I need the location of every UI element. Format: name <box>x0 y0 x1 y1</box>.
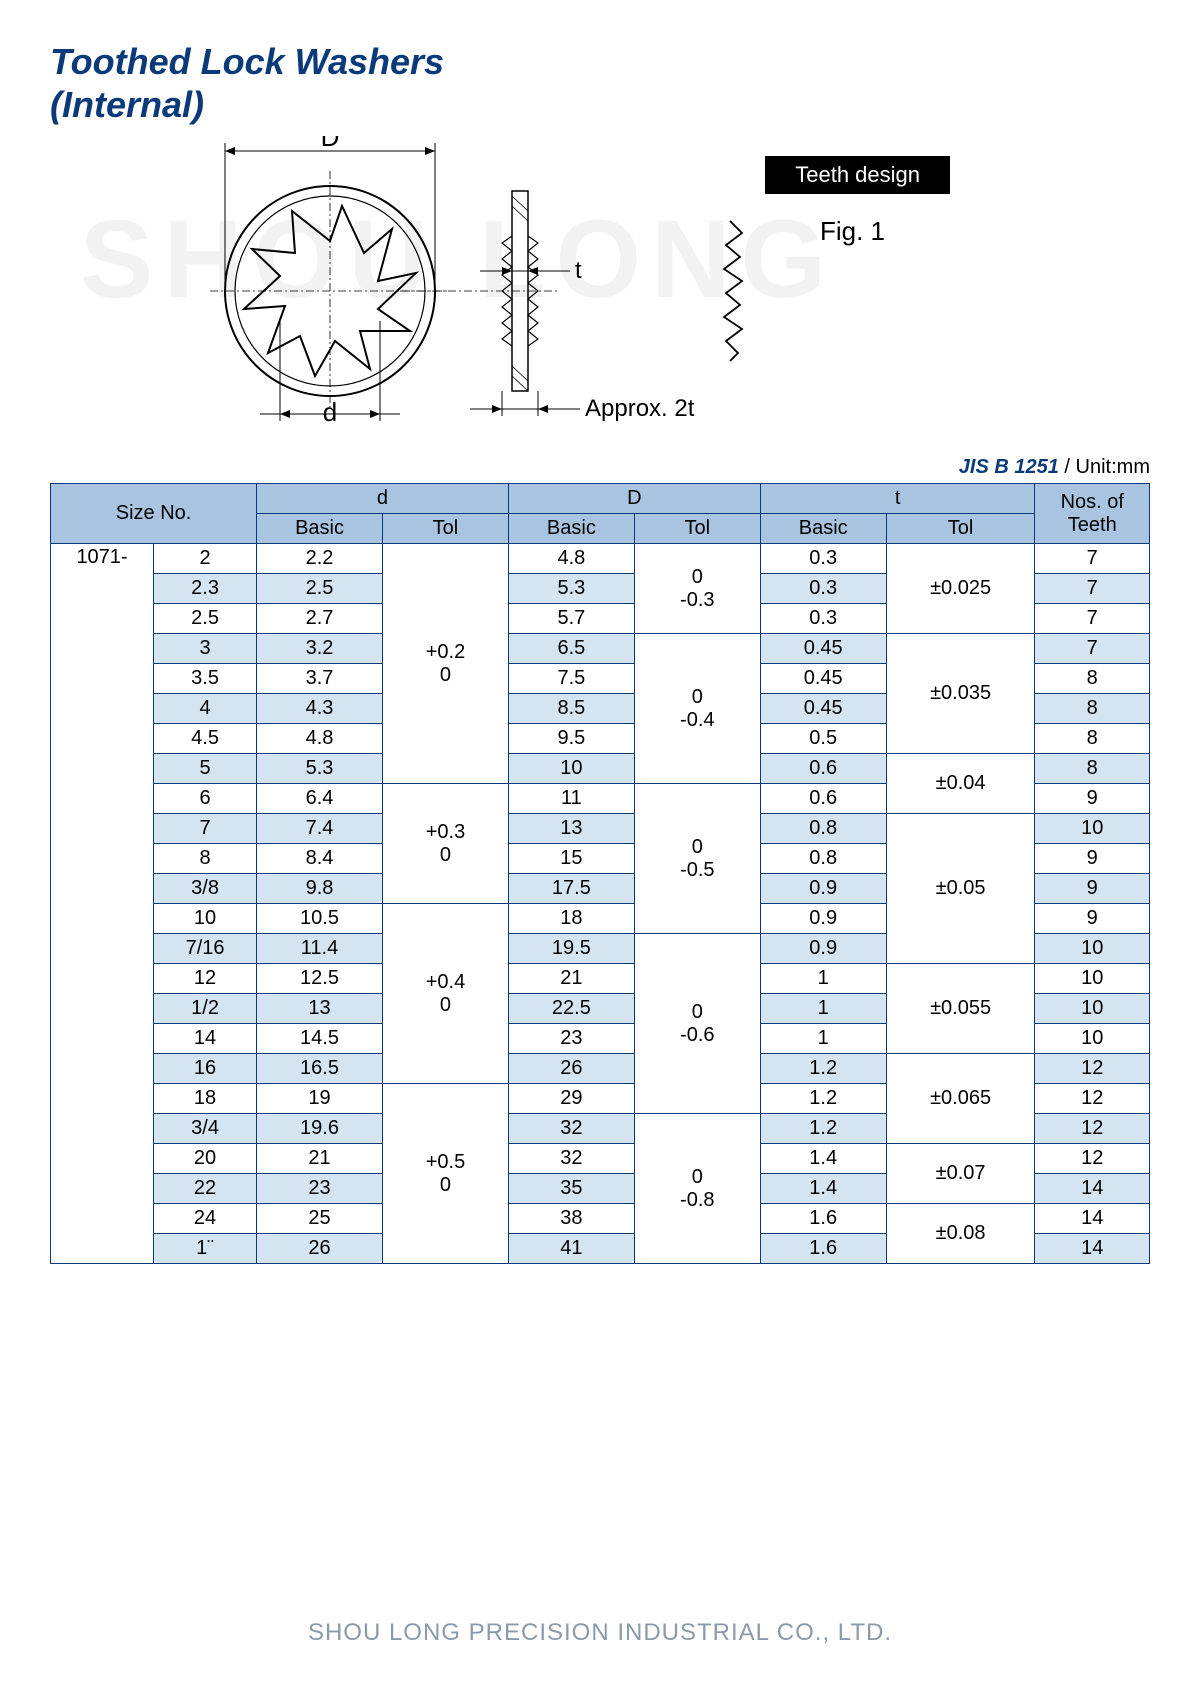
svg-text:Approx. 2t: Approx. 2t <box>585 395 695 422</box>
table-row: 1071-22.2+0.204.80-0.30.3±0.0257 <box>51 544 1150 574</box>
standard-label: JIS B 1251 / Unit:mm <box>50 456 1150 479</box>
table-row: 77.4130.8±0.0510 <box>51 814 1150 844</box>
page-title: Toothed Lock Washers (Internal) <box>50 40 1150 126</box>
series-cell: 1071- <box>51 544 154 1264</box>
table-row: 1212.5211±0.05510 <box>51 964 1150 994</box>
header-size: Size No. <box>51 484 257 544</box>
svg-text:D: D <box>321 136 340 152</box>
header-d: d <box>257 484 509 514</box>
footer-company: SHOU LONG PRECISION INDUSTRIAL CO., LTD. <box>50 1619 1150 1647</box>
spec-table: Size No. d D t Nos. of Teeth Basic Tol B… <box>50 483 1150 1264</box>
table-row: 33.26.50-0.40.45±0.0357 <box>51 634 1150 664</box>
header-D: D <box>508 484 760 514</box>
table-row: 2021321.4±0.0712 <box>51 1144 1150 1174</box>
diagram-area: SHOU LONG Teeth design Fig. 1 D <box>50 136 1150 436</box>
header-teeth: Nos. of Teeth <box>1035 484 1150 544</box>
table-row: 2425381.6±0.0814 <box>51 1204 1150 1234</box>
figure-label: Fig. 1 <box>820 216 885 247</box>
svg-text:t: t <box>575 257 582 284</box>
header-t: t <box>760 484 1035 514</box>
teeth-design-label: Teeth design <box>765 156 950 194</box>
table-row: 1616.5261.2±0.06512 <box>51 1054 1150 1084</box>
table-row: 55.3100.6±0.048 <box>51 754 1150 784</box>
svg-text:d: d <box>323 397 337 426</box>
